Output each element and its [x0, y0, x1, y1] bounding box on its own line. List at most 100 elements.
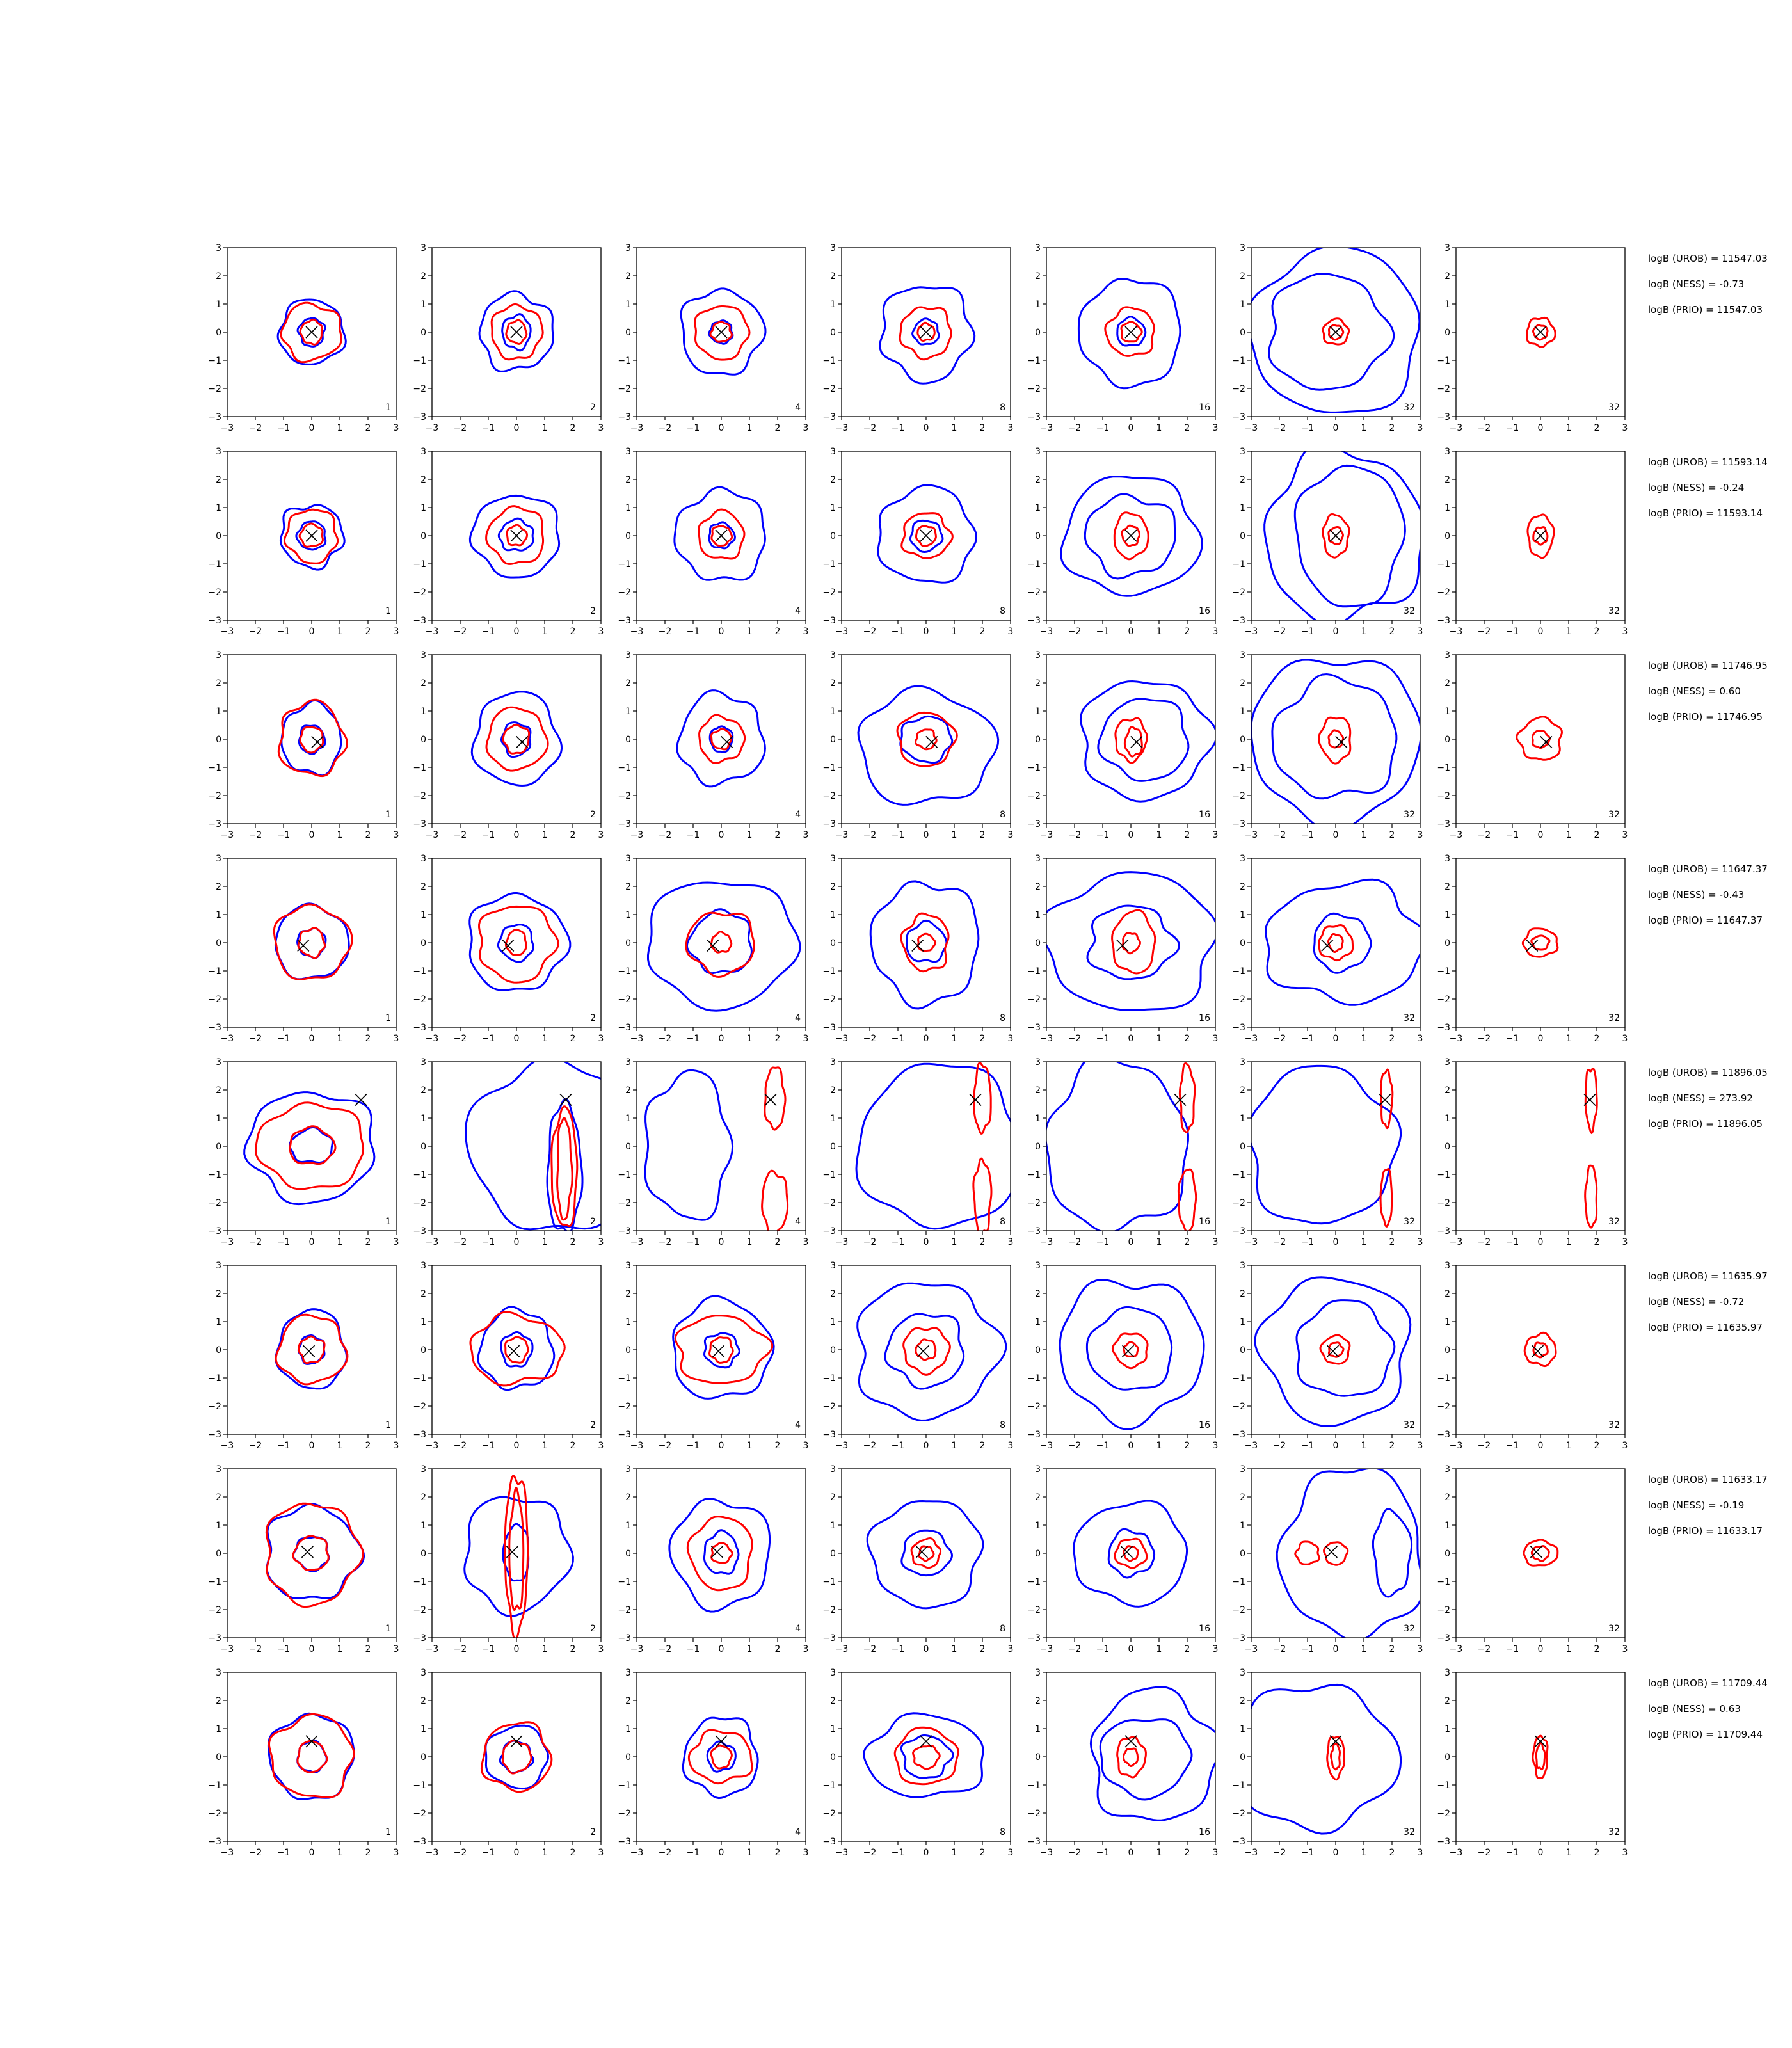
x-tick-label: −3	[1245, 1441, 1258, 1451]
panel-number-label: 1	[385, 403, 391, 413]
panel-number-label: 32	[1404, 1420, 1415, 1430]
y-tick-label: −3	[1027, 616, 1041, 626]
x-tick-label: 2	[1389, 1237, 1395, 1247]
x-tick-label: 3	[1008, 1034, 1014, 1044]
blue-contour-2	[1086, 904, 1181, 980]
y-tick-label: 3	[830, 854, 836, 864]
blue-contour-1	[857, 685, 1000, 806]
y-tick-label: 0	[830, 1345, 836, 1356]
x-tick-label: −1	[1096, 1237, 1110, 1247]
x-tick-label: 2	[1389, 1034, 1395, 1044]
y-tick-label: 0	[1035, 1142, 1041, 1152]
y-tick-label: 2	[1444, 1085, 1450, 1096]
panel-number-label: 32	[1404, 1624, 1415, 1634]
x-tick-label: 3	[1213, 1644, 1219, 1654]
x-tick-label: 0	[309, 1237, 315, 1247]
panel-number-label: 4	[795, 1624, 801, 1634]
x-tick-label: 1	[747, 1237, 753, 1247]
x-tick-label: 2	[1185, 1644, 1190, 1654]
subplot-r4-c1: −3−3 −2 −2 −1 −1 0 0 1 1 2 2 3 3 1	[208, 854, 399, 1044]
y-tick-label: −1	[208, 559, 221, 570]
x-tick-label: −1	[1301, 627, 1315, 637]
y-tick-label: −1	[1027, 356, 1041, 366]
axes-frame	[636, 1061, 806, 1231]
red-contour-1	[698, 508, 746, 560]
row-1: −3−3−2−2−1−1001122331−3−3−2−2−1−10011223…	[208, 243, 1767, 433]
x-tick-label: −2	[249, 1034, 262, 1044]
x-tick-label: −1	[1096, 1034, 1110, 1044]
red-contour-1	[1116, 1735, 1147, 1779]
y-tick-label: −3	[1232, 1023, 1245, 1033]
y-tick-label: −1	[1437, 763, 1450, 773]
blue-contour-1	[1251, 659, 1420, 824]
y-tick-label: 2	[1444, 882, 1450, 892]
y-tick-label: 0	[830, 328, 836, 338]
logb-stat-2: logB (NESS) = 0.60	[1648, 685, 1741, 697]
blue-contour-1	[243, 1091, 376, 1206]
y-tick-label: 0	[1444, 328, 1450, 338]
y-tick-label: 0	[216, 328, 221, 338]
y-tick-label: 0	[216, 938, 221, 948]
panel-number-label: 1	[385, 1827, 391, 1837]
y-tick-label: 2	[625, 1085, 631, 1096]
x-tick-label: −3	[630, 423, 644, 433]
panel-number-label: 8	[1000, 1827, 1005, 1837]
x-tick-label: −3	[221, 1848, 234, 1858]
contours	[276, 298, 347, 365]
x-tick-label: −1	[892, 1848, 905, 1858]
logb-stat-1: logB (UROB) = 11896.05	[1648, 1067, 1768, 1078]
x-tick-label: 1	[747, 423, 753, 433]
y-tick-label: −1	[208, 1373, 221, 1384]
x-tick-label: −2	[863, 423, 877, 433]
x-tick-label: −2	[454, 1034, 467, 1044]
logb-stat-2: logB (NESS) = -0.72	[1648, 1296, 1744, 1308]
y-tick-label: −1	[208, 1577, 221, 1587]
y-tick-label: 1	[1240, 1521, 1245, 1531]
x-tick-label: 2	[365, 1237, 371, 1247]
blue-contour-2	[295, 520, 327, 551]
row-8: −3−3−2−2−1−1001122331−3−3−2−2−1−10011223…	[208, 1668, 1767, 1858]
x-tick-label: 0	[309, 423, 315, 433]
subplot-r8-c3: −3−3 −2 −2 −1 −1 0 0 1 1 2 2 3 3 4	[618, 1668, 808, 1858]
red-contour-2	[556, 1117, 573, 1221]
x-tick-label: 1	[542, 1644, 548, 1654]
x-tick-label: −3	[835, 1034, 849, 1044]
axes-frame	[227, 858, 397, 1028]
axes-frame	[431, 1468, 602, 1638]
contours	[879, 286, 976, 385]
row-4: −3−3−2−2−1−1001122331−3−3−2−2−1−10011223…	[208, 854, 1767, 1044]
blue-contour-1	[1060, 476, 1204, 597]
red-contour-2	[1329, 1743, 1341, 1771]
y-tick-label: 3	[1240, 650, 1245, 660]
contours	[273, 902, 353, 980]
y-tick-label: 2	[830, 882, 836, 892]
y-tick-label: 0	[1035, 938, 1041, 948]
red-contour-1	[1318, 924, 1354, 962]
true-value-marker	[764, 1093, 777, 1106]
contours	[277, 698, 348, 778]
x-tick-label: 3	[1622, 1848, 1628, 1858]
y-tick-label: 2	[1444, 271, 1450, 282]
y-tick-label: 2	[216, 1085, 221, 1096]
y-tick-label: −3	[413, 819, 426, 829]
red-contour-1	[698, 714, 746, 765]
x-tick-label: −3	[426, 1441, 439, 1451]
panel-number-label: 2	[590, 1420, 596, 1430]
y-tick-label: −2	[618, 995, 631, 1005]
red-contour-2	[1177, 1168, 1197, 1231]
blue-contour-2	[1116, 316, 1147, 347]
true-value-marker	[506, 1546, 518, 1558]
true-value-marker	[1526, 939, 1539, 952]
x-tick-label: 3	[1418, 423, 1423, 433]
x-tick-label: 3	[1213, 1848, 1219, 1858]
blue-contour-2	[1084, 493, 1176, 580]
y-tick-label: 2	[625, 1492, 631, 1503]
y-tick-label: 0	[1444, 938, 1450, 948]
x-tick-label: 2	[570, 1034, 576, 1044]
